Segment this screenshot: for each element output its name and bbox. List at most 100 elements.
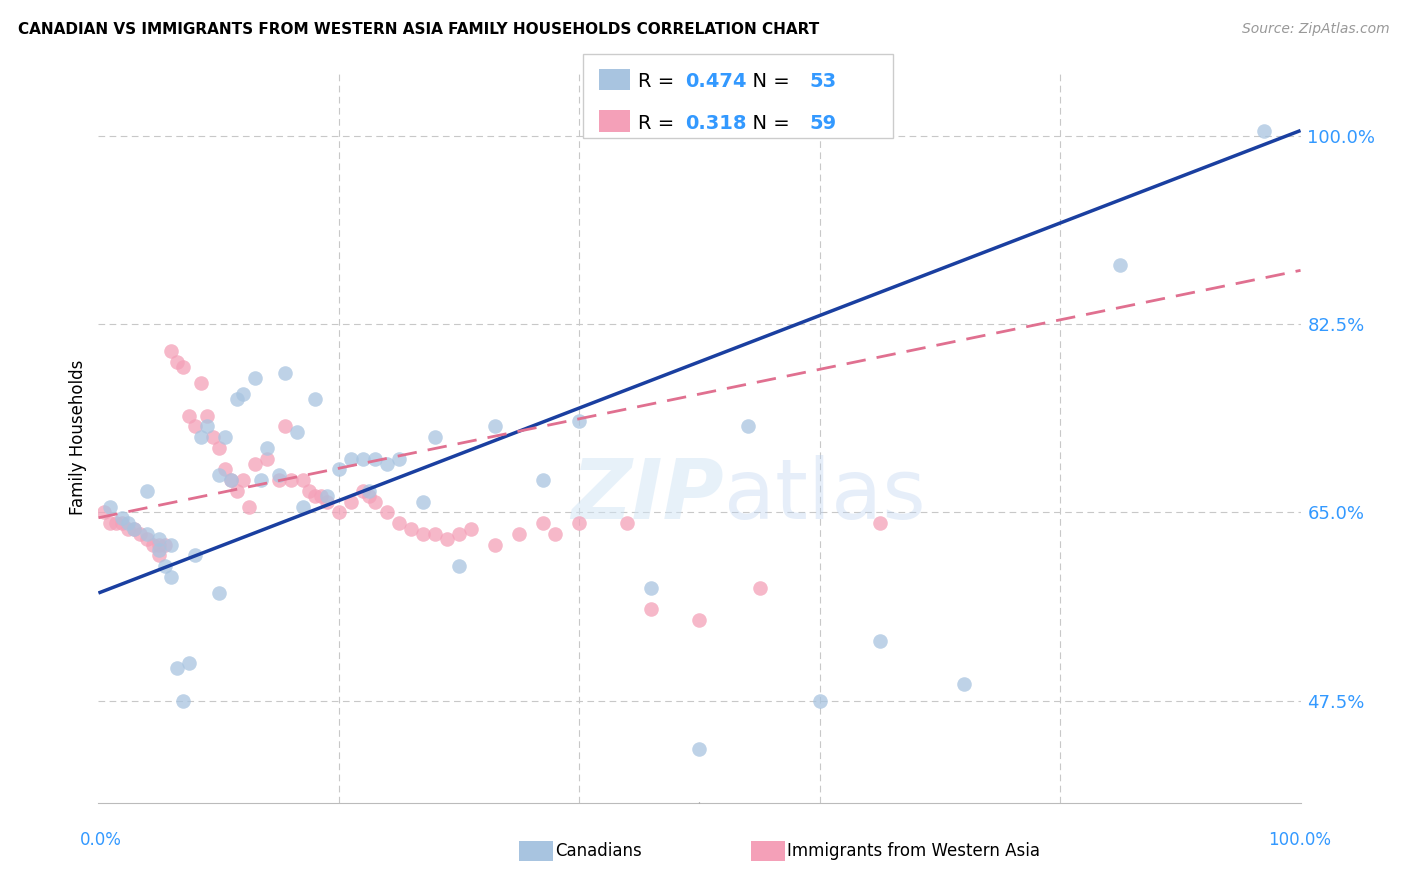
Point bbox=[172, 360, 194, 375]
Point bbox=[328, 505, 350, 519]
Point bbox=[748, 581, 770, 595]
Point bbox=[436, 533, 458, 547]
Y-axis label: Family Households: Family Households bbox=[69, 359, 87, 515]
Point bbox=[208, 441, 231, 455]
Point bbox=[93, 505, 115, 519]
Text: ZIP: ZIP bbox=[571, 455, 724, 536]
Point bbox=[304, 489, 326, 503]
Point bbox=[214, 462, 236, 476]
Point bbox=[135, 527, 157, 541]
Point bbox=[141, 538, 163, 552]
Point bbox=[238, 500, 260, 514]
Point bbox=[412, 494, 434, 508]
Point bbox=[177, 409, 200, 423]
Point bbox=[166, 355, 188, 369]
Text: 59: 59 bbox=[810, 113, 837, 133]
Point bbox=[375, 505, 398, 519]
Point bbox=[737, 419, 759, 434]
Point bbox=[1109, 258, 1132, 272]
Point bbox=[135, 483, 157, 498]
Point bbox=[484, 538, 506, 552]
Point bbox=[153, 559, 176, 574]
Point bbox=[249, 473, 271, 487]
Point bbox=[159, 570, 181, 584]
Point bbox=[117, 516, 139, 530]
Point bbox=[399, 521, 422, 535]
Point bbox=[219, 473, 242, 487]
Point bbox=[423, 527, 446, 541]
Text: 100.0%: 100.0% bbox=[1268, 831, 1330, 849]
Point bbox=[568, 414, 591, 428]
Point bbox=[460, 521, 482, 535]
Point bbox=[357, 489, 380, 503]
Point bbox=[304, 392, 326, 407]
Point bbox=[100, 516, 122, 530]
Point bbox=[243, 457, 266, 471]
Point bbox=[640, 602, 662, 616]
Point bbox=[689, 742, 711, 756]
Point bbox=[315, 489, 337, 503]
Text: R =: R = bbox=[638, 113, 681, 133]
Point bbox=[315, 494, 337, 508]
Point bbox=[616, 516, 638, 530]
Point bbox=[274, 366, 297, 380]
Text: atlas: atlas bbox=[724, 455, 925, 536]
Point bbox=[166, 661, 188, 675]
Point bbox=[274, 419, 297, 434]
Point bbox=[129, 527, 152, 541]
Point bbox=[256, 451, 278, 466]
Point bbox=[869, 516, 891, 530]
Point bbox=[159, 538, 181, 552]
Point bbox=[148, 538, 170, 552]
Point bbox=[388, 451, 411, 466]
Point bbox=[447, 559, 470, 574]
Point bbox=[148, 533, 170, 547]
Point bbox=[190, 430, 212, 444]
Point bbox=[352, 483, 374, 498]
Point bbox=[357, 483, 380, 498]
Point bbox=[214, 430, 236, 444]
Point bbox=[1253, 123, 1275, 137]
Point bbox=[484, 419, 506, 434]
Point bbox=[195, 409, 218, 423]
Text: 0.0%: 0.0% bbox=[80, 831, 122, 849]
Point bbox=[388, 516, 411, 530]
Point bbox=[148, 543, 170, 558]
Point bbox=[153, 538, 176, 552]
Point bbox=[195, 419, 218, 434]
Point bbox=[172, 693, 194, 707]
Point bbox=[531, 473, 554, 487]
Text: CANADIAN VS IMMIGRANTS FROM WESTERN ASIA FAMILY HOUSEHOLDS CORRELATION CHART: CANADIAN VS IMMIGRANTS FROM WESTERN ASIA… bbox=[18, 22, 820, 37]
Point bbox=[364, 451, 387, 466]
Point bbox=[232, 387, 254, 401]
Point bbox=[124, 521, 146, 535]
Point bbox=[225, 483, 247, 498]
Text: 0.318: 0.318 bbox=[685, 113, 747, 133]
Text: N =: N = bbox=[740, 113, 796, 133]
Point bbox=[340, 451, 363, 466]
Point bbox=[544, 527, 567, 541]
Point bbox=[291, 473, 314, 487]
Point bbox=[219, 473, 242, 487]
Text: 0.474: 0.474 bbox=[685, 72, 747, 91]
Point bbox=[267, 473, 290, 487]
Point bbox=[328, 462, 350, 476]
Point bbox=[364, 494, 387, 508]
Point bbox=[808, 693, 831, 707]
Point bbox=[177, 656, 200, 670]
Point bbox=[232, 473, 254, 487]
Point bbox=[953, 677, 976, 691]
Text: 53: 53 bbox=[810, 72, 837, 91]
Point bbox=[447, 527, 470, 541]
Text: Canadians: Canadians bbox=[555, 842, 643, 860]
Text: R =: R = bbox=[638, 72, 681, 91]
Point bbox=[267, 467, 290, 482]
Text: N =: N = bbox=[740, 72, 796, 91]
Point bbox=[256, 441, 278, 455]
Point bbox=[105, 516, 128, 530]
Point bbox=[208, 467, 231, 482]
Point bbox=[100, 500, 122, 514]
Point bbox=[340, 494, 363, 508]
Point bbox=[190, 376, 212, 391]
Point bbox=[225, 392, 247, 407]
